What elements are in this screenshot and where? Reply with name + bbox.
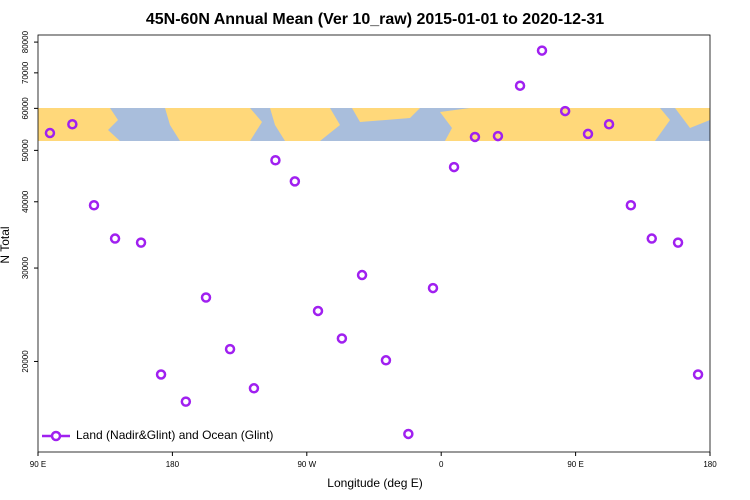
- legend-marker: [50, 430, 62, 442]
- y-tick-label: 40000: [21, 190, 30, 213]
- x-tick-label: 90 E: [567, 460, 583, 469]
- land: [352, 108, 420, 122]
- y-tick-label: 20000: [21, 350, 30, 373]
- y-tick-label: 30000: [21, 256, 30, 279]
- point: [448, 161, 460, 173]
- point: [692, 369, 704, 380]
- point: [536, 45, 548, 56]
- x-tick-label: 180: [703, 460, 717, 469]
- y-tick-label: 60000: [21, 97, 30, 120]
- point: [514, 80, 526, 91]
- land: [675, 108, 710, 128]
- x-tick-label: 90 E: [30, 460, 46, 469]
- point: [200, 292, 212, 303]
- point: [135, 237, 147, 248]
- point: [356, 269, 368, 281]
- point: [625, 200, 637, 211]
- point: [88, 200, 100, 211]
- point: [270, 154, 281, 166]
- point: [224, 343, 236, 355]
- point: [559, 105, 571, 117]
- chart-title: 45N-60N Annual Mean (Ver 10_raw) 2015-01…: [146, 11, 604, 28]
- point: [248, 383, 260, 394]
- y-tick-label: 70000: [21, 61, 30, 84]
- point: [289, 176, 301, 187]
- x-tick-label: 90 W: [297, 460, 316, 469]
- land: [38, 108, 120, 141]
- x-tick-label: 180: [166, 460, 180, 469]
- y-tick-label: 50000: [21, 139, 30, 162]
- point: [155, 369, 167, 380]
- point: [336, 333, 348, 344]
- point: [380, 355, 392, 366]
- y-axis-label: N Total: [0, 226, 12, 263]
- plot-frame: [37, 34, 711, 453]
- point: [180, 396, 192, 407]
- land: [165, 108, 262, 141]
- point: [427, 282, 439, 294]
- point: [492, 130, 504, 142]
- point: [67, 119, 78, 130]
- point: [312, 305, 324, 317]
- point: [672, 237, 684, 248]
- point: [403, 428, 414, 440]
- point: [582, 128, 594, 140]
- map-band: [38, 108, 710, 141]
- land: [440, 108, 670, 141]
- x-tick-label: 0: [439, 460, 444, 469]
- point: [646, 233, 658, 244]
- point: [603, 119, 615, 130]
- legend-label: Land (Nadir&Glint) and Ocean (Glint): [76, 428, 273, 442]
- x-axis-label: Longitude (deg E): [327, 476, 422, 490]
- point: [109, 233, 121, 244]
- point: [469, 131, 481, 143]
- point: [44, 127, 56, 139]
- y-tick-label: 80000: [21, 30, 30, 53]
- land: [270, 108, 340, 141]
